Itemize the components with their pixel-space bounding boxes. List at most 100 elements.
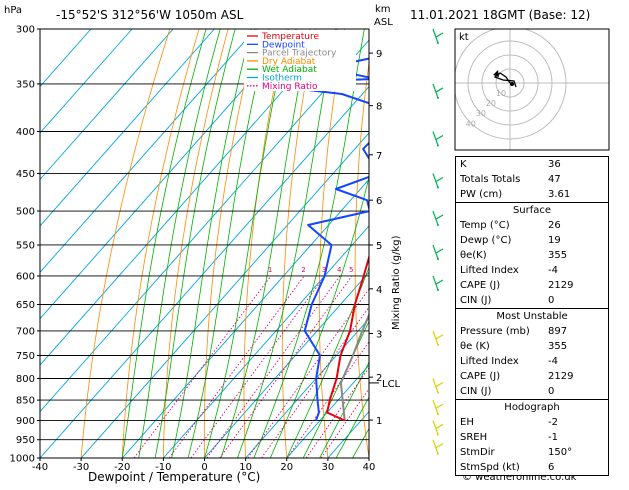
mixing-ratio-line <box>190 275 326 458</box>
mixing-ratio-label: 5 <box>349 266 353 274</box>
wind-barb <box>432 275 439 291</box>
pressure-tick-label: 850 <box>16 396 35 407</box>
pressure-tick-label: 400 <box>16 127 35 138</box>
km-tick-label: 4 <box>376 285 382 296</box>
legend-label: Dry Adiabat <box>262 57 316 67</box>
plot-frame <box>39 28 370 459</box>
wet-adiabat-line <box>253 29 365 458</box>
hodograph-row: SREH -1 <box>460 432 558 443</box>
temperature-tick-label: 40 <box>363 462 376 473</box>
isotherm-line <box>80 132 369 458</box>
surface-row: Lifted Index -4 <box>460 265 558 276</box>
temperature-tick-label: 20 <box>280 462 293 473</box>
wind-barb-flag <box>435 334 444 340</box>
mixing-ratio-label: 4 <box>337 266 342 274</box>
wind-barb-base <box>437 343 439 346</box>
most-unstable-row: Pressure (mb) 897 <box>460 326 568 337</box>
hodograph-frame <box>454 28 610 151</box>
hodograph-storm-motion <box>510 82 514 86</box>
hodograph-row: StmDir 150° <box>460 447 573 458</box>
km-tick-label: 6 <box>376 196 382 207</box>
wind-barb-flag <box>435 403 444 409</box>
pressure-tick-label: 900 <box>16 416 35 427</box>
isotherm-line <box>40 29 339 366</box>
legend-label: Dewpoint <box>262 40 305 50</box>
km-tick-label: 8 <box>376 102 382 113</box>
surface-row: Dewp (°C) 19 <box>460 235 561 246</box>
wet-adiabat-line <box>220 29 311 458</box>
mixing-ratio-line <box>206 275 341 458</box>
wind-barb-base <box>437 186 439 189</box>
asl-unit-label: ASL <box>374 17 393 28</box>
isotherm-line <box>245 318 369 458</box>
surface-title: Surface <box>512 205 552 216</box>
mixing-ratio-label: 1 <box>268 266 272 274</box>
surface-row: Temp (°C) 26 <box>460 220 561 231</box>
most-unstable-title: Most Unstable <box>496 311 568 322</box>
pressure-tick-label: 550 <box>16 240 35 251</box>
wind-barb-flag <box>435 443 444 449</box>
wind-barb <box>432 330 439 346</box>
wind-barb-flag <box>435 134 444 141</box>
wet-adiabat-line <box>154 29 236 458</box>
wind-barb <box>432 28 439 44</box>
hodograph-title: Hodograph <box>504 402 560 413</box>
wind-barb <box>432 131 439 146</box>
pressure-tick-label: 750 <box>16 351 35 362</box>
surface-row: CIN (J) 0 <box>460 295 555 306</box>
hodograph-ring-label: 30 <box>476 109 486 118</box>
wet-adiabat-line <box>302 320 369 458</box>
indices-table: K 36 Totals Totals 47 PW (cm) 3.61 Surface … <box>455 156 609 476</box>
wind-barb-flag <box>435 381 444 388</box>
pressure-tick-label: 700 <box>16 326 35 337</box>
legend-label: Parcel Trajectory <box>262 49 337 59</box>
hodograph-unit-label: kt <box>459 32 469 43</box>
isotherm-line <box>40 29 256 273</box>
dry-adiabat-line <box>354 60 369 458</box>
temperature-tick-label: 10 <box>239 462 252 473</box>
wind-barb-flag <box>435 248 444 254</box>
legend-label: Wet Adiabat <box>262 65 317 75</box>
most-unstable-row: Lifted Index -4 <box>460 356 558 367</box>
wind-barb-flag <box>435 87 444 93</box>
parcel-trajectory-line <box>339 312 369 421</box>
isotherm-line <box>204 271 369 458</box>
hodograph-row: EH -2 <box>460 417 558 428</box>
isotherm-line <box>286 364 369 458</box>
dry-adiabat-line <box>243 29 287 458</box>
wind-barb <box>432 173 439 188</box>
wind-barb-base <box>437 257 439 260</box>
pressure-tick-label: 1000 <box>10 454 35 465</box>
date-title: 11.01.2021 18GMT (Base: 12) <box>410 8 590 22</box>
km-tick-label: 3 <box>376 329 382 340</box>
pressure-tick-label: 450 <box>16 169 35 180</box>
temperature-line <box>326 253 369 422</box>
wind-barb-base <box>437 391 439 394</box>
wind-barb-base <box>437 452 439 455</box>
copyright-text: © weatheronline.co.uk <box>462 472 577 483</box>
wet-adiabat-line <box>187 29 270 458</box>
isotherm-line <box>163 225 369 458</box>
indices-section: K 36 Totals Totals 47 PW (cm) 3.61 <box>456 157 608 202</box>
hodograph-ring-label: 10 <box>496 89 506 98</box>
most-unstable-row: CAPE (J) 2129 <box>460 371 574 382</box>
x-axis-label: Dewpoint / Temperature (°C) <box>88 470 260 484</box>
wind-barb <box>432 439 439 454</box>
km-unit-label: km <box>375 4 391 15</box>
wind-barb <box>432 83 439 99</box>
temperature-tick-label: 30 <box>322 462 335 473</box>
pressure-tick-label: 650 <box>16 300 35 311</box>
legend-label: Temperature <box>261 32 319 42</box>
hodograph-storm-arrow <box>493 70 499 77</box>
pressure-tick-label: 600 <box>16 271 35 282</box>
dry-adiabat-line <box>607 29 629 458</box>
location-title: -15°52'S 312°56'W 1050m ASL <box>56 8 244 22</box>
km-tick-label: 9 <box>376 49 382 60</box>
wind-barb-base <box>437 96 439 99</box>
wind-barb <box>432 399 439 415</box>
lcl-label: LCL <box>382 379 401 390</box>
most-unstable-row: θe (K) 355 <box>460 341 568 352</box>
wet-adiabat-line <box>319 361 369 458</box>
pressure-tick-label: 800 <box>16 374 35 385</box>
